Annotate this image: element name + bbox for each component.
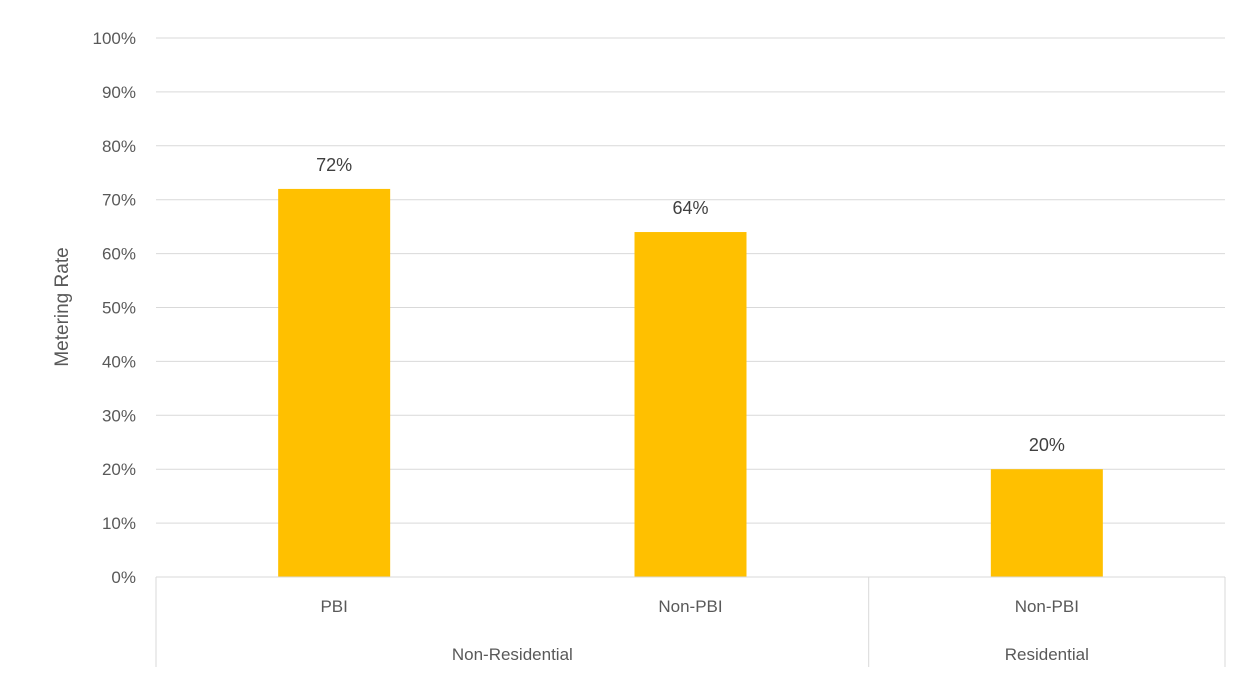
x-tick-label: Non-PBI xyxy=(1015,597,1079,616)
data-labels: 72% 64% 20% xyxy=(316,155,1065,455)
data-label: 20% xyxy=(1029,435,1065,455)
bar xyxy=(634,232,747,578)
bar xyxy=(278,188,391,578)
y-tick-label: 30% xyxy=(102,406,136,425)
group-label: Residential xyxy=(1005,645,1089,664)
y-tick-label: 50% xyxy=(102,299,136,318)
bar xyxy=(990,469,1103,577)
x-tick-label: PBI xyxy=(320,597,347,616)
axes: 0% 10% 20% 30% 40% 50% 60% 70% 80% 90% 100% PBI Non-… xyxy=(93,29,1226,667)
y-tick-label: 70% xyxy=(102,191,136,210)
bars xyxy=(278,188,1103,578)
y-tick-label: 40% xyxy=(102,352,136,371)
y-tick-label: 20% xyxy=(102,460,136,479)
y-axis-title: Metering Rate xyxy=(52,247,73,366)
y-tick-label: 90% xyxy=(102,83,136,102)
y-tick-label: 60% xyxy=(102,245,136,264)
data-label: 72% xyxy=(316,155,352,175)
group-label: Non-Residential xyxy=(452,645,573,664)
y-tick-label: 0% xyxy=(111,568,136,587)
data-label: 64% xyxy=(672,198,708,218)
y-tick-label: 100% xyxy=(93,29,136,48)
y-tick-label: 80% xyxy=(102,137,136,156)
x-tick-label: Non-PBI xyxy=(658,597,722,616)
y-tick-label: 10% xyxy=(102,514,136,533)
